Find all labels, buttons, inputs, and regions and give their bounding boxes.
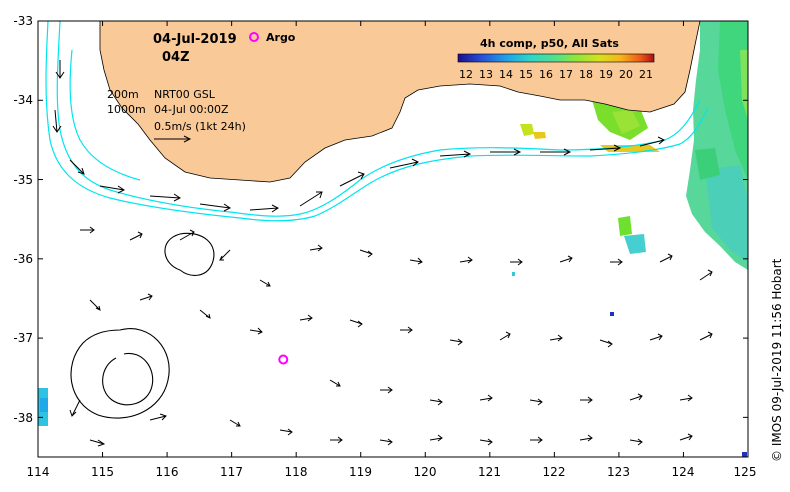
lon-tick-label: 114 — [27, 465, 50, 479]
colorbar-tick: 18 — [579, 68, 593, 81]
colorbar-tick: 21 — [639, 68, 653, 81]
lon-tick-label: 115 — [91, 465, 114, 479]
map-date: 04-Jul-2019 — [153, 32, 237, 47]
lon-tick-label: 118 — [285, 465, 308, 479]
colorbar-title: 4h comp, p50, All Sats — [480, 37, 619, 50]
colorbar-tick: 17 — [559, 68, 573, 81]
lat-tick-label: -38 — [13, 411, 33, 425]
legend-200m: 200m — [107, 88, 139, 101]
product-label: NRT00 GSL — [154, 88, 216, 101]
colorbar-tick: 13 — [479, 68, 493, 81]
colorbar — [457, 53, 655, 63]
lon-tick-label: 121 — [478, 465, 501, 479]
lon-tick-label: 123 — [607, 465, 630, 479]
map-time: 04Z — [162, 50, 190, 65]
lat-tick-label: -37 — [13, 331, 33, 345]
velocity-scale-label: 0.5m/s (1kt 24h) — [154, 120, 246, 133]
colorbar-ticks: 12 13 14 15 16 17 18 19 20 21 — [459, 68, 653, 81]
velocity-scale-arrow — [154, 135, 192, 143]
lat-tick-label: -33 — [13, 14, 33, 28]
lon-axis-labels: 114 115 116 117 118 119 120 121 122 123 … — [27, 465, 757, 479]
lat-tick-label: -36 — [13, 252, 33, 266]
colorbar-tick: 12 — [459, 68, 473, 81]
lon-tick-label: 117 — [220, 465, 243, 479]
legend-1000m: 1000m — [107, 103, 146, 116]
argo-float-marker[interactable] — [278, 354, 289, 365]
current-vectors — [52, 60, 713, 447]
lon-tick-label: 116 — [156, 465, 179, 479]
lon-tick-label: 122 — [543, 465, 566, 479]
lat-tick-label: -34 — [13, 93, 33, 107]
lon-tick-label: 120 — [414, 465, 437, 479]
lon-tick-label: 124 — [672, 465, 695, 479]
argo-legend-icon — [249, 32, 259, 42]
lat-axis-labels: -33 -34 -35 -36 -37 -38 — [13, 14, 33, 425]
colorbar-tick: 14 — [499, 68, 513, 81]
colorbar-tick: 16 — [539, 68, 553, 81]
lat-tick-label: -35 — [13, 173, 33, 187]
lon-tick-label: 125 — [734, 465, 757, 479]
product-time: 04-Jul 00:00Z — [154, 103, 229, 116]
colorbar-tick: 20 — [619, 68, 633, 81]
colorbar-tick: 15 — [519, 68, 533, 81]
colorbar-tick: 19 — [599, 68, 613, 81]
axis-ticks — [37, 20, 749, 457]
credit-label: © IMOS 09-Jul-2019 11:56 Hobart — [770, 258, 784, 462]
lon-tick-label: 119 — [349, 465, 372, 479]
argo-legend-label: Argo — [266, 31, 296, 44]
plot-frame — [37, 20, 749, 458]
